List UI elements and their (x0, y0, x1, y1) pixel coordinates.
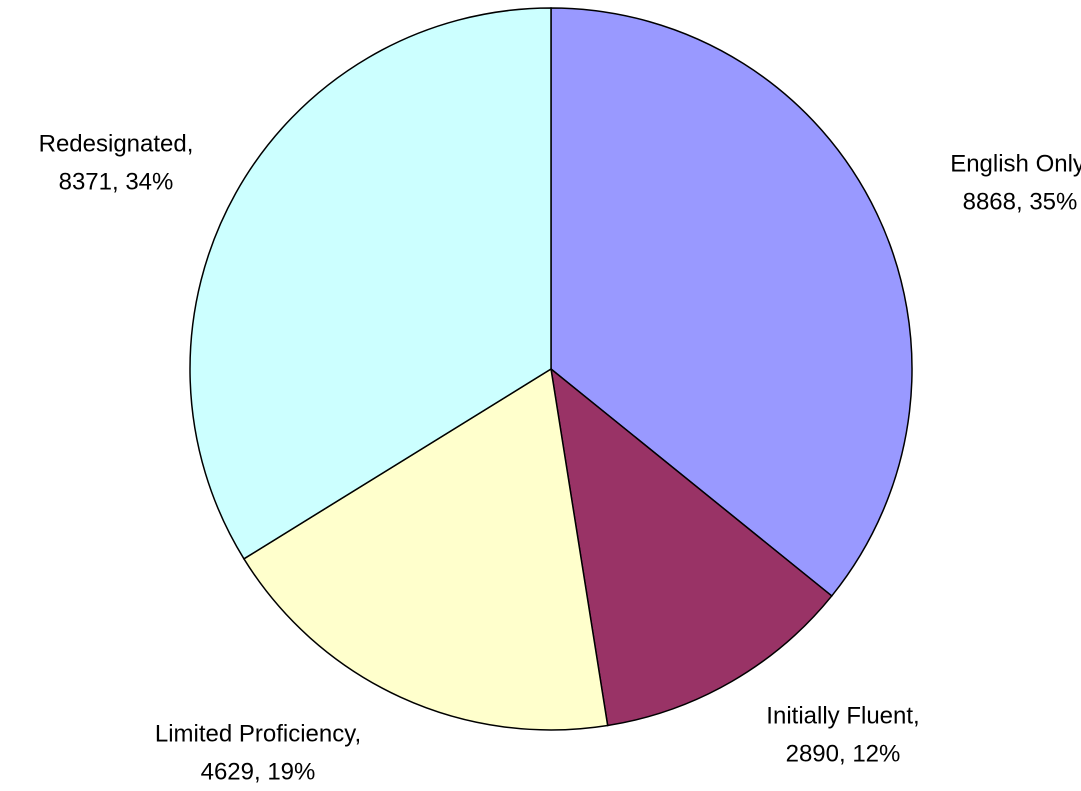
slice-name: Limited Proficiency, (155, 720, 361, 747)
pie-slice (242, 367, 609, 731)
pie-slice (549, 367, 833, 727)
data-label: 8371, 34% (59, 168, 174, 195)
slice-name: Initially Fluent, (766, 702, 919, 729)
data-label: 4629, 19% (201, 758, 316, 785)
pie-slice (189, 7, 552, 560)
data-label: 8868, 35% (963, 188, 1078, 215)
data-label: 2890, 12% (786, 740, 901, 767)
slice-name: Redesignated, (39, 130, 194, 157)
pie-slice (550, 7, 913, 597)
slice-name: English Only, (950, 150, 1081, 177)
